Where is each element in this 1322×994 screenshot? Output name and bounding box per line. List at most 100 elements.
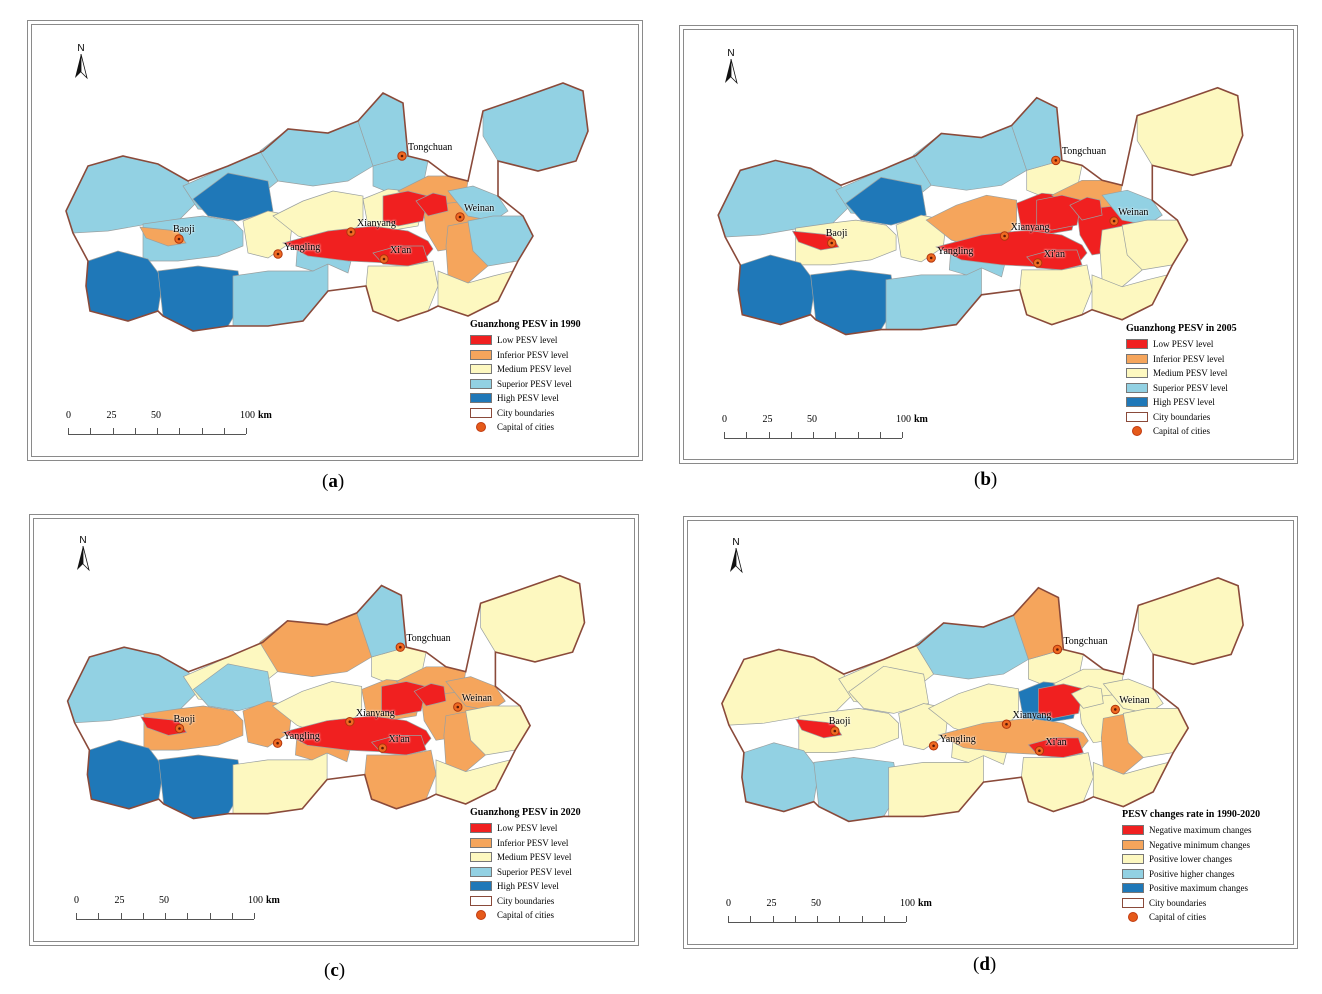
legend-label: Inferior PESV level bbox=[497, 837, 569, 848]
city-label: Xi'an bbox=[388, 734, 410, 746]
legend: Guanzhong PESV in 2020 Low PESV level Infe… bbox=[470, 807, 581, 923]
legend-item: Negative maximum changes bbox=[1122, 823, 1260, 838]
boundary-symbol-icon bbox=[1122, 897, 1144, 908]
city-capital-marker-center bbox=[1054, 159, 1058, 162]
map-panel-a: N Guanzhong PESV in 1990 Low PESV level In… bbox=[27, 20, 643, 461]
scale-unit: km bbox=[258, 410, 272, 421]
legend-label: Medium PESV level bbox=[497, 364, 572, 375]
legend-label: Capital of cities bbox=[1153, 426, 1210, 437]
county-region bbox=[192, 663, 273, 712]
scale-tick bbox=[728, 916, 729, 922]
county-region bbox=[1069, 196, 1103, 221]
scale-tick bbox=[790, 432, 792, 438]
city-capital-marker-center bbox=[349, 230, 353, 234]
scale-label: 100 bbox=[240, 410, 255, 421]
city-capital-marker-center bbox=[929, 256, 933, 260]
city-label: Xianyang bbox=[355, 707, 395, 719]
north-arrow: N bbox=[720, 48, 742, 88]
county-region bbox=[142, 215, 244, 262]
scale-tick bbox=[179, 428, 181, 434]
scale-bar: 0 25 50 100 km bbox=[726, 898, 932, 928]
scale-label: 25 bbox=[766, 898, 777, 909]
scale-label: 50 bbox=[811, 898, 821, 909]
city-label: Xi'an bbox=[390, 245, 412, 256]
county-region bbox=[415, 192, 449, 217]
legend-swatch bbox=[1126, 353, 1148, 364]
legend-label: Capital of cities bbox=[497, 910, 554, 921]
scale-tick bbox=[142, 913, 144, 919]
legend-item: City boundaries bbox=[1126, 410, 1237, 425]
scale-tick bbox=[750, 916, 752, 922]
legend-label: Inferior PESV level bbox=[497, 349, 569, 360]
scale-tick bbox=[98, 913, 100, 919]
county-region bbox=[381, 681, 427, 717]
county-region bbox=[259, 612, 373, 677]
scale-tick bbox=[120, 913, 122, 919]
scale-label: 25 bbox=[762, 414, 773, 425]
city-capital-marker-center bbox=[932, 744, 935, 748]
legend-label: City boundaries bbox=[1149, 897, 1207, 908]
legend-item: Medium PESV level bbox=[470, 850, 581, 865]
legend-title: Guanzhong PESV in 1990 bbox=[470, 319, 581, 330]
legend-label: City boundaries bbox=[1153, 411, 1211, 422]
county-region bbox=[915, 614, 1029, 680]
city-capital-marker-center bbox=[276, 252, 280, 256]
city-label: Baoji bbox=[173, 224, 195, 235]
north-arrow: N bbox=[72, 535, 94, 575]
city-label: Xi'an bbox=[1043, 248, 1065, 260]
legend-item: Inferior PESV level bbox=[1126, 352, 1237, 367]
study-area-boundary bbox=[721, 577, 1244, 823]
legend-item: Superior PESV level bbox=[470, 377, 581, 392]
legend-label: High PESV level bbox=[497, 881, 559, 892]
map-svg bbox=[717, 86, 1244, 336]
county-region bbox=[482, 82, 589, 172]
legend-item: High PESV level bbox=[1126, 395, 1237, 410]
legend-label: Inferior PESV level bbox=[1153, 353, 1225, 364]
legend-label: Superior PESV level bbox=[497, 378, 572, 389]
city-capital-marker-center bbox=[381, 746, 384, 750]
scale-tick bbox=[254, 913, 255, 919]
study-area-boundary bbox=[65, 82, 589, 332]
legend-label: Low PESV level bbox=[1153, 339, 1214, 350]
scale-tick bbox=[883, 916, 885, 922]
map-panel-c: N Guanzhong PESV in 2020 Low PESV level In… bbox=[29, 514, 639, 946]
scale-tick bbox=[231, 913, 233, 919]
legend: Guanzhong PESV in 1990 Low PESV level Infe… bbox=[470, 319, 581, 435]
city-capital-marker-center bbox=[1005, 722, 1008, 726]
city-label: Weinan bbox=[464, 203, 495, 214]
north-arrow: N bbox=[70, 43, 92, 83]
map-svg bbox=[65, 82, 589, 332]
scale-tick bbox=[246, 428, 247, 434]
legend-item: Capital of cities bbox=[1126, 424, 1237, 439]
city-capital-marker-center bbox=[458, 215, 462, 219]
legend-title: Guanzhong PESV in 2005 bbox=[1126, 323, 1237, 334]
scale-tick bbox=[794, 916, 796, 922]
scale-line bbox=[68, 428, 246, 435]
scale-tick bbox=[817, 916, 818, 922]
scale-tick bbox=[857, 432, 859, 438]
scale-tick bbox=[165, 913, 166, 919]
legend-item: Inferior PESV level bbox=[470, 348, 581, 363]
legend-item: Positive lower changes bbox=[1122, 852, 1260, 867]
legend-label: Capital of cities bbox=[497, 422, 554, 433]
legend-swatch bbox=[1122, 839, 1144, 850]
county-region bbox=[192, 172, 274, 222]
city-capital-marker-center bbox=[833, 729, 837, 733]
legend-item: High PESV level bbox=[470, 391, 581, 406]
county-region bbox=[795, 219, 897, 266]
county-region bbox=[158, 754, 244, 819]
scale-tick bbox=[724, 432, 725, 438]
city-capital-marker-center bbox=[276, 741, 279, 745]
legend-swatch bbox=[470, 335, 492, 346]
city-label: Xianyang bbox=[1012, 710, 1052, 722]
city-label: Weinan bbox=[1119, 695, 1150, 707]
county-region bbox=[447, 185, 509, 222]
city-capital-marker-center bbox=[178, 727, 181, 730]
city-capital-marker-center bbox=[400, 154, 404, 158]
city-capital-marker-center bbox=[456, 705, 460, 709]
legend-item: Low PESV level bbox=[1126, 337, 1237, 352]
legend-label: Medium PESV level bbox=[1153, 368, 1228, 379]
scale-tick bbox=[906, 916, 907, 922]
study-area-boundary bbox=[66, 574, 586, 820]
legend-label: Capital of cities bbox=[1149, 912, 1206, 923]
